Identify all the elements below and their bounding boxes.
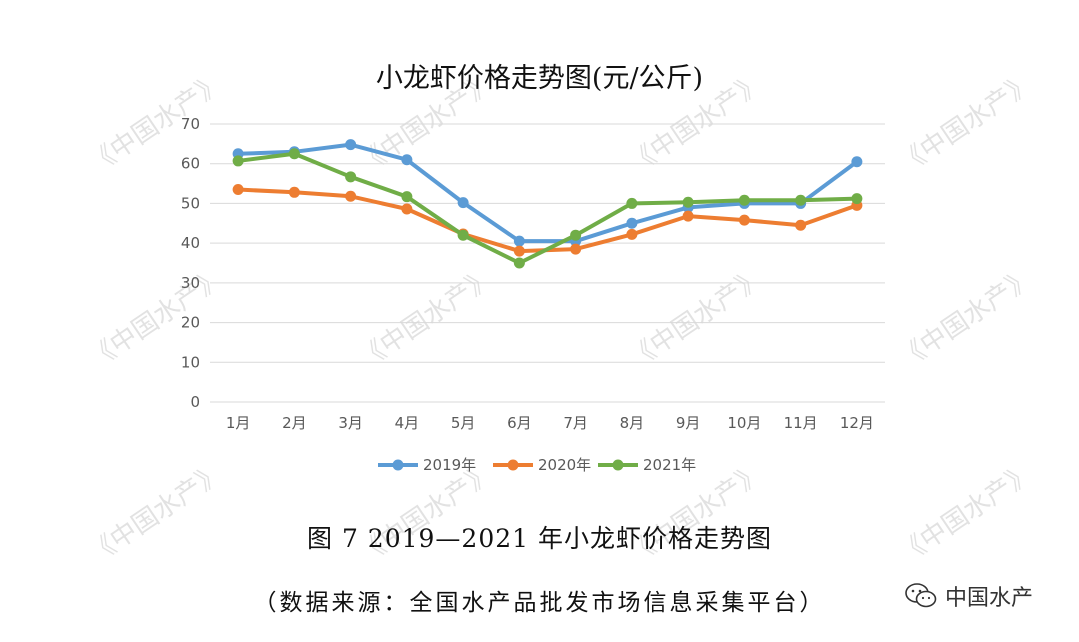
x-tick-label: 12月 xyxy=(840,414,874,432)
figure-caption: 图 7 2019—2021 年小龙虾价格走势图 xyxy=(307,524,772,553)
data-point xyxy=(401,203,413,215)
x-tick-label: 10月 xyxy=(727,414,761,432)
grid xyxy=(210,123,885,403)
y-axis-ticks: 0 10 20 30 40 50 60 70 xyxy=(181,115,200,411)
data-point xyxy=(682,196,694,208)
data-point xyxy=(570,243,582,255)
data-point xyxy=(288,148,300,160)
y-tick-label: 0 xyxy=(190,393,200,411)
brand: 中国水产 xyxy=(905,580,1033,612)
x-tick-label: 5月 xyxy=(451,414,476,432)
series-line xyxy=(237,151,857,265)
legend-marker xyxy=(612,459,624,471)
data-point xyxy=(851,193,863,205)
data-point xyxy=(795,219,807,231)
data-point xyxy=(457,229,469,241)
brand-name: 中国水产 xyxy=(945,586,1034,611)
x-tick-label: 7月 xyxy=(563,414,588,432)
legend-label: 2021年 xyxy=(643,456,696,474)
x-tick-label: 3月 xyxy=(338,414,363,432)
x-tick-label: 4月 xyxy=(395,414,420,432)
data-point xyxy=(401,191,413,203)
data-point xyxy=(513,257,525,269)
x-tick-label: 1月 xyxy=(226,414,251,432)
data-point xyxy=(513,235,525,247)
x-axis-ticks: 1月 2月 3月 4月 5月 6月 7月 8月 9月 10月 11月 12月 xyxy=(226,414,874,432)
data-point xyxy=(288,186,300,198)
x-tick-label: 8月 xyxy=(620,414,645,432)
x-tick-label: 2月 xyxy=(282,414,307,432)
series xyxy=(232,139,863,269)
data-point xyxy=(570,229,582,241)
y-tick-label: 40 xyxy=(181,234,200,252)
legend-label: 2020年 xyxy=(538,456,591,474)
data-point xyxy=(457,197,469,209)
data-point xyxy=(401,154,413,166)
data-point xyxy=(513,245,525,257)
data-point xyxy=(626,217,638,229)
y-tick-label: 30 xyxy=(181,274,200,292)
data-point xyxy=(738,214,750,226)
x-tick-label: 6月 xyxy=(507,414,532,432)
data-point xyxy=(795,194,807,206)
y-tick-label: 50 xyxy=(181,194,200,212)
y-tick-label: 60 xyxy=(181,155,200,173)
legend-label: 2019年 xyxy=(423,456,476,474)
y-tick-label: 70 xyxy=(181,115,200,133)
series-line xyxy=(238,142,859,244)
y-tick-label: 20 xyxy=(181,314,200,332)
data-source: （数据来源：全国水产品批发市场信息采集平台） xyxy=(253,590,826,616)
x-tick-label: 9月 xyxy=(676,414,701,432)
data-point xyxy=(232,184,244,196)
line-chart: 0 10 20 30 40 50 60 70 1月 2月 3月 4月 5月 6月 7月 8月 9月 10月 11月… xyxy=(181,115,885,474)
data-point xyxy=(345,139,357,151)
legend: 2019年 2020年 2021年 xyxy=(378,456,696,474)
data-point xyxy=(626,197,638,209)
data-point xyxy=(232,155,244,167)
y-tick-label: 10 xyxy=(181,353,200,371)
legend-marker xyxy=(392,459,404,471)
data-point xyxy=(626,228,638,240)
data-point xyxy=(682,210,694,222)
wechat-icon xyxy=(905,583,937,608)
x-tick-label: 11月 xyxy=(784,414,818,432)
legend-marker xyxy=(507,459,519,471)
data-point xyxy=(345,190,357,202)
data-point xyxy=(345,171,357,183)
chart-title: 小龙虾价格走势图(元/公斤) xyxy=(375,63,704,94)
data-point xyxy=(851,156,863,168)
data-point xyxy=(738,194,750,206)
